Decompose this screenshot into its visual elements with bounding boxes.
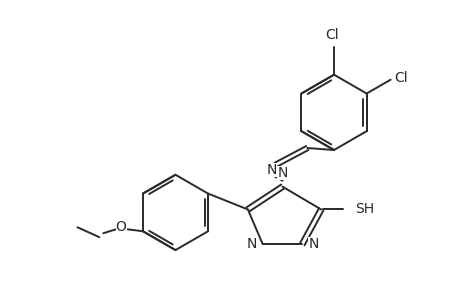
Text: SH: SH xyxy=(354,202,373,216)
Text: N: N xyxy=(277,166,287,180)
Text: Cl: Cl xyxy=(325,28,338,42)
Text: N: N xyxy=(308,237,318,251)
Text: N: N xyxy=(266,163,276,177)
Text: Cl: Cl xyxy=(394,71,407,85)
Text: N: N xyxy=(246,237,256,251)
Text: O: O xyxy=(115,220,126,234)
